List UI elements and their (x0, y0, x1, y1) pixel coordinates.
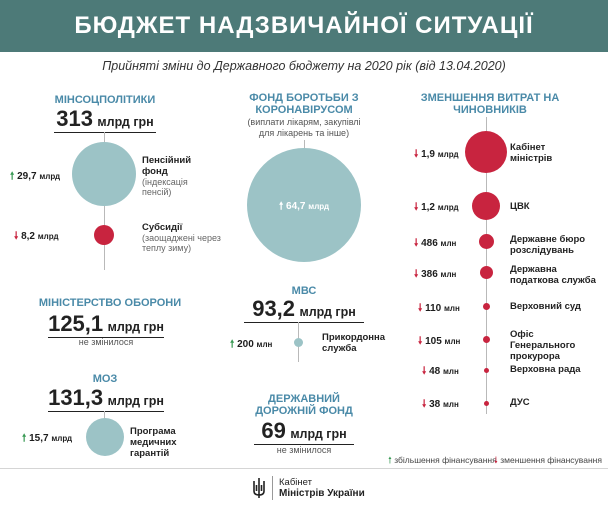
pension-bubble (72, 142, 136, 206)
moz-amount: 131,3 млрд грн (48, 385, 164, 412)
officials-line (486, 117, 487, 414)
supreme-court-bubble (483, 303, 490, 310)
pension-change: 🠕 29,7 млрд (10, 171, 61, 182)
arrow-down-icon: 🠗 (14, 231, 19, 242)
arrow-up-icon: 🠕 (278, 201, 284, 212)
med-guarantee-bubble (86, 418, 124, 456)
trident-icon (252, 477, 266, 499)
subsidy-label-block: Субсидії (заощаджені через теплу зиму) (142, 222, 232, 253)
covid-change: 🠕 64,7 млрд (278, 201, 330, 212)
dbr-label: Державне бюро розслідувань (510, 234, 586, 256)
cabinet-bubble (465, 131, 507, 173)
logo-separator (272, 476, 273, 500)
cvk-change: 🠗 1,2 млрд (414, 202, 459, 213)
arrow-down-icon: 🠗 (414, 269, 419, 280)
arrow-down-icon: 🠗 (422, 399, 427, 410)
mvs-title: МВС (291, 285, 317, 297)
prosecutor-change: 🠗 105 млн (418, 336, 461, 347)
mvs-amount: 93,2 млрд грн (244, 296, 364, 323)
subsidy-change: 🠗 8,2 млрд (14, 231, 59, 242)
footer-divider (0, 468, 608, 469)
med-guarantee-label: Програма медичних гарантій (130, 426, 177, 459)
border-service-bubble (294, 338, 303, 347)
arrow-down-icon: 🠗 (494, 455, 498, 465)
rada-bubble (484, 368, 489, 373)
arrow-up-icon: 🠕 (230, 339, 235, 350)
page-subtitle: Прийняті зміни до Державного бюджету на … (102, 59, 506, 73)
tax-service-change: 🠗 386 млн (414, 269, 457, 280)
prosecutor-bubble (483, 336, 490, 343)
subsidy-bubble (94, 225, 114, 245)
supreme-court-label: Верховний суд (510, 301, 581, 312)
subsidy-label: Субсидії (142, 222, 183, 233)
cabinet-label: Кабінет міністрів (510, 142, 553, 164)
arrow-down-icon: 🠗 (414, 149, 419, 160)
minsoc-title: МІНСОЦПОЛІТИКИ (54, 94, 156, 106)
arrow-down-icon: 🠗 (418, 303, 423, 314)
arrow-down-icon: 🠗 (418, 336, 423, 347)
arrow-up-icon: 🠕 (388, 455, 392, 465)
covid-note: (виплати лікарям, закупівлі для лікарень… (247, 117, 361, 138)
med-guarantee-change: 🠕 15,7 млрд (22, 433, 73, 444)
tax-service-label: Державна податкова служба (510, 264, 596, 286)
pension-label: Пенсійний фонд (142, 155, 192, 177)
cabinet-change: 🠗 1,9 млрд (414, 149, 459, 160)
pension-label-block: Пенсійний фонд (індексація пенсій) (142, 155, 212, 197)
defense-amount: 125,1 млрд грн (48, 311, 164, 338)
covid-title: ФОНД БОРОТЬБИ З КОРОНАВІРУСОМ (249, 92, 359, 116)
road-fund-title: ДЕРЖАВНИЙ ДОРОЖНІЙ ФОНД (255, 393, 353, 417)
dbr-change: 🠗 486 млн (414, 238, 457, 249)
page-title: БЮДЖЕТ НАДЗВИЧАЙНОЇ СИТУАЦІЇ (0, 0, 608, 52)
pension-note: (індексація пенсій) (142, 177, 188, 197)
prosecutor-label: Офіс Генерального прокурора (510, 329, 576, 362)
rada-change: 🠗 48 млн (422, 366, 459, 377)
moz-title: МОЗ (92, 373, 118, 385)
logo-line1: Кабінет (279, 477, 312, 488)
dus-bubble (484, 401, 489, 406)
dbr-bubble (479, 234, 494, 249)
cvk-label: ЦВК (510, 201, 530, 212)
border-service-change: 🠕 200 млн (230, 339, 273, 350)
road-fund-amount: 69 млрд грн (254, 418, 354, 445)
arrow-up-icon: 🠕 (10, 171, 15, 182)
border-service-label: Прикордонна служба (322, 332, 386, 354)
arrow-up-icon: 🠕 (22, 433, 27, 444)
arrow-down-icon: 🠗 (414, 202, 419, 213)
defense-title: МІНІСТЕРСТВО ОБОРОНИ (38, 297, 182, 309)
legend-increase: 🠕 збільшення фінансування (388, 455, 497, 465)
logo-line2: Міністрів України (279, 488, 365, 499)
covid-bubble (247, 148, 361, 262)
dus-label: ДУС (510, 397, 530, 408)
officials-title: ЗМЕНШЕННЯ ВИТРАТ НА ЧИНОВНИКІВ (420, 92, 560, 116)
road-fund-note: не змінилося (276, 445, 332, 455)
minsoc-amount: 313 млрд грн (54, 106, 156, 133)
dus-change: 🠗 38 млн (422, 399, 459, 410)
arrow-down-icon: 🠗 (422, 366, 427, 377)
defense-note: не змінилося (78, 337, 134, 347)
subsidy-note: (заощаджені через теплу зиму) (142, 233, 221, 253)
legend-decrease: 🠗 зменшення фінансування (494, 455, 602, 465)
footer-logo: Кабінет Міністрів України (252, 476, 365, 500)
tax-service-bubble (480, 266, 493, 279)
arrow-down-icon: 🠗 (414, 238, 419, 249)
rada-label: Верховна рада (510, 364, 581, 375)
cvk-bubble (472, 192, 500, 220)
supreme-court-change: 🠗 110 млн (418, 303, 460, 314)
